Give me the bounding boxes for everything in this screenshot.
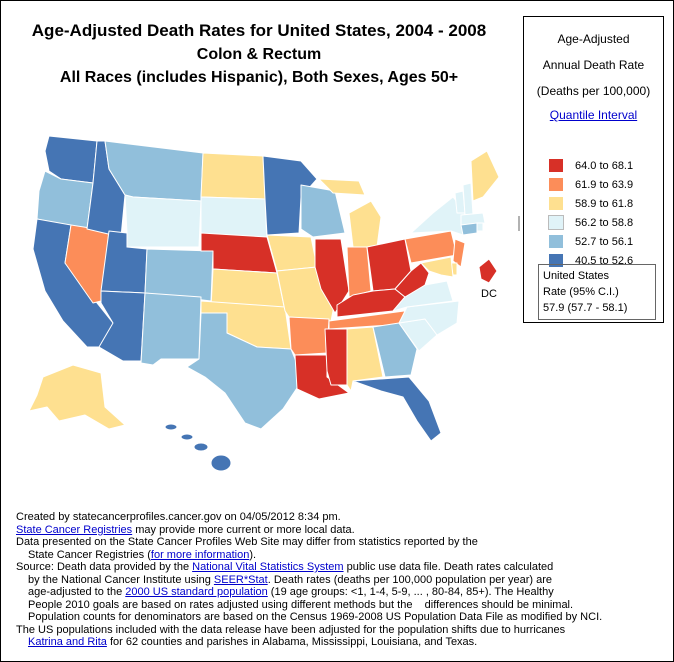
state-dc[interactable] xyxy=(478,258,498,284)
map-title: Age-Adjusted Death Rates for United Stat… xyxy=(31,21,487,40)
legend-label: 40.5 to 52.6 xyxy=(575,254,634,267)
state-maryland[interactable] xyxy=(420,256,454,278)
katrina-rita-link[interactable]: Katrina and Rita xyxy=(28,636,107,648)
state-north-dakota[interactable] xyxy=(200,152,266,200)
state-georgia[interactable] xyxy=(372,322,418,378)
legend-label: 58.9 to 61.8 xyxy=(575,197,634,210)
legend-item: 61.9 to 63.9 xyxy=(549,175,633,194)
state-maine[interactable] xyxy=(470,150,500,202)
legend-swatch xyxy=(549,178,563,191)
legend-item: 56.2 to 58.8 xyxy=(548,213,634,232)
legend-label: 56.2 to 58.8 xyxy=(575,216,634,229)
state-minnesota[interactable] xyxy=(262,155,318,236)
legend-label: 61.9 to 63.9 xyxy=(575,178,634,191)
legend-items: 64.0 to 68.1 61.9 to 63.9 58.9 to 61.8 5… xyxy=(548,156,634,270)
registries-note: may provide more current or more local d… xyxy=(132,523,355,536)
us-rate-title: United States xyxy=(543,270,610,282)
legend-item: 52.7 to 56.1 xyxy=(549,232,633,251)
legend-heading-1: Age-Adjusted xyxy=(557,32,630,46)
state-north-carolina[interactable] xyxy=(398,300,460,336)
state-new-mexico[interactable] xyxy=(140,292,202,366)
state-cancer-registries-link[interactable]: State Cancer Registries xyxy=(16,523,133,536)
differ-note-2: State Cancer Registries ( xyxy=(28,548,151,561)
legend-swatch xyxy=(549,235,563,248)
state-new-jersey[interactable] xyxy=(452,238,466,268)
more-information-link[interactable]: for more information xyxy=(150,548,250,561)
quantile-interval-link[interactable]: Quantile Interval xyxy=(549,108,638,122)
nvss-link[interactable]: National Vital Statistics System xyxy=(192,561,344,573)
seer-stat-link[interactable]: SEER*Stat xyxy=(213,573,268,586)
state-mississippi[interactable] xyxy=(324,328,348,386)
differ-note-2-end: ). xyxy=(249,548,257,561)
footnotes: Created by statecancerprofiles.cancer.go… xyxy=(16,511,666,649)
legend-label: 52.7 to 56.1 xyxy=(575,235,634,248)
hurricane-note: The US populations included with the dat… xyxy=(16,623,566,636)
state-wyoming[interactable] xyxy=(124,194,202,248)
legend-swatch xyxy=(549,197,563,210)
us-rate-box: United States Rate (95% C.I.) 57.9 (57.7… xyxy=(538,264,656,320)
us-rate-value: 57.9 (57.7 - 58.1) xyxy=(543,302,628,314)
state-michigan-lower[interactable] xyxy=(348,200,382,248)
legend-swatch xyxy=(549,159,563,172)
state-texas[interactable] xyxy=(186,312,304,430)
healthy-people-note: People 2010 goals are based on rates adj… xyxy=(28,598,574,611)
nci-note-end: . Death rates (deaths per 100,000 popula… xyxy=(267,573,553,586)
us-choropleth-map xyxy=(28,135,520,472)
source-note: Source: Death data provided by the xyxy=(16,561,193,573)
us-rate-subtitle: Rate (95% C.I.) xyxy=(543,286,619,298)
legend-heading-2: Annual Death Rate xyxy=(542,58,645,72)
state-connecticut[interactable] xyxy=(460,222,478,236)
created-note: Created by statecancerprofiles.cancer.go… xyxy=(16,511,341,523)
state-illinois[interactable] xyxy=(314,238,350,314)
legend-item: 64.0 to 68.1 xyxy=(549,156,633,175)
state-alaska[interactable] xyxy=(28,364,126,430)
state-michigan-upper[interactable] xyxy=(318,178,366,196)
legend-heading-3: (Deaths per 100,000) xyxy=(536,84,651,98)
state-colorado[interactable] xyxy=(144,248,214,302)
hurricane-note-end: for 62 counties and parishes in Alabama,… xyxy=(106,636,478,648)
age-note-end: (19 age groups: <1, 1-4, 5-9, ... , 80-8… xyxy=(267,586,554,598)
legend-item: 40.5 to 52.6 xyxy=(549,251,633,270)
source-note-end: public use data file. Death rates calcul… xyxy=(343,561,554,573)
population-note: Population counts for denominators are b… xyxy=(28,611,603,623)
state-massachusetts[interactable] xyxy=(460,212,486,226)
differ-note: Data presented on the State Cancer Profi… xyxy=(16,536,478,548)
age-note: age-adjusted to the xyxy=(28,586,126,598)
legend-item: 58.9 to 61.8 xyxy=(549,194,633,213)
dc-label: DC xyxy=(481,288,497,300)
map-subtitle-site: Colon & Rectum xyxy=(196,46,322,63)
state-new-hampshire[interactable] xyxy=(462,182,474,216)
state-florida[interactable] xyxy=(352,376,442,442)
legend-swatch xyxy=(548,215,564,230)
nci-note: by the National Cancer Institute using xyxy=(28,573,214,586)
state-arkansas[interactable] xyxy=(288,316,330,356)
state-hawaii[interactable] xyxy=(164,423,232,472)
legend-label: 64.0 to 68.1 xyxy=(575,159,634,172)
state-indiana[interactable] xyxy=(346,246,372,298)
map-subtitle-population: All Races (includes Hispanic), Both Sexe… xyxy=(59,69,459,86)
legend-box: Age-Adjusted Annual Death Rate (Deaths p… xyxy=(523,16,664,323)
standard-population-link[interactable]: 2000 US standard population xyxy=(125,586,268,598)
legend-swatch xyxy=(549,254,563,267)
state-rhode-island[interactable] xyxy=(476,222,484,232)
state-west-virginia[interactable] xyxy=(394,262,430,298)
